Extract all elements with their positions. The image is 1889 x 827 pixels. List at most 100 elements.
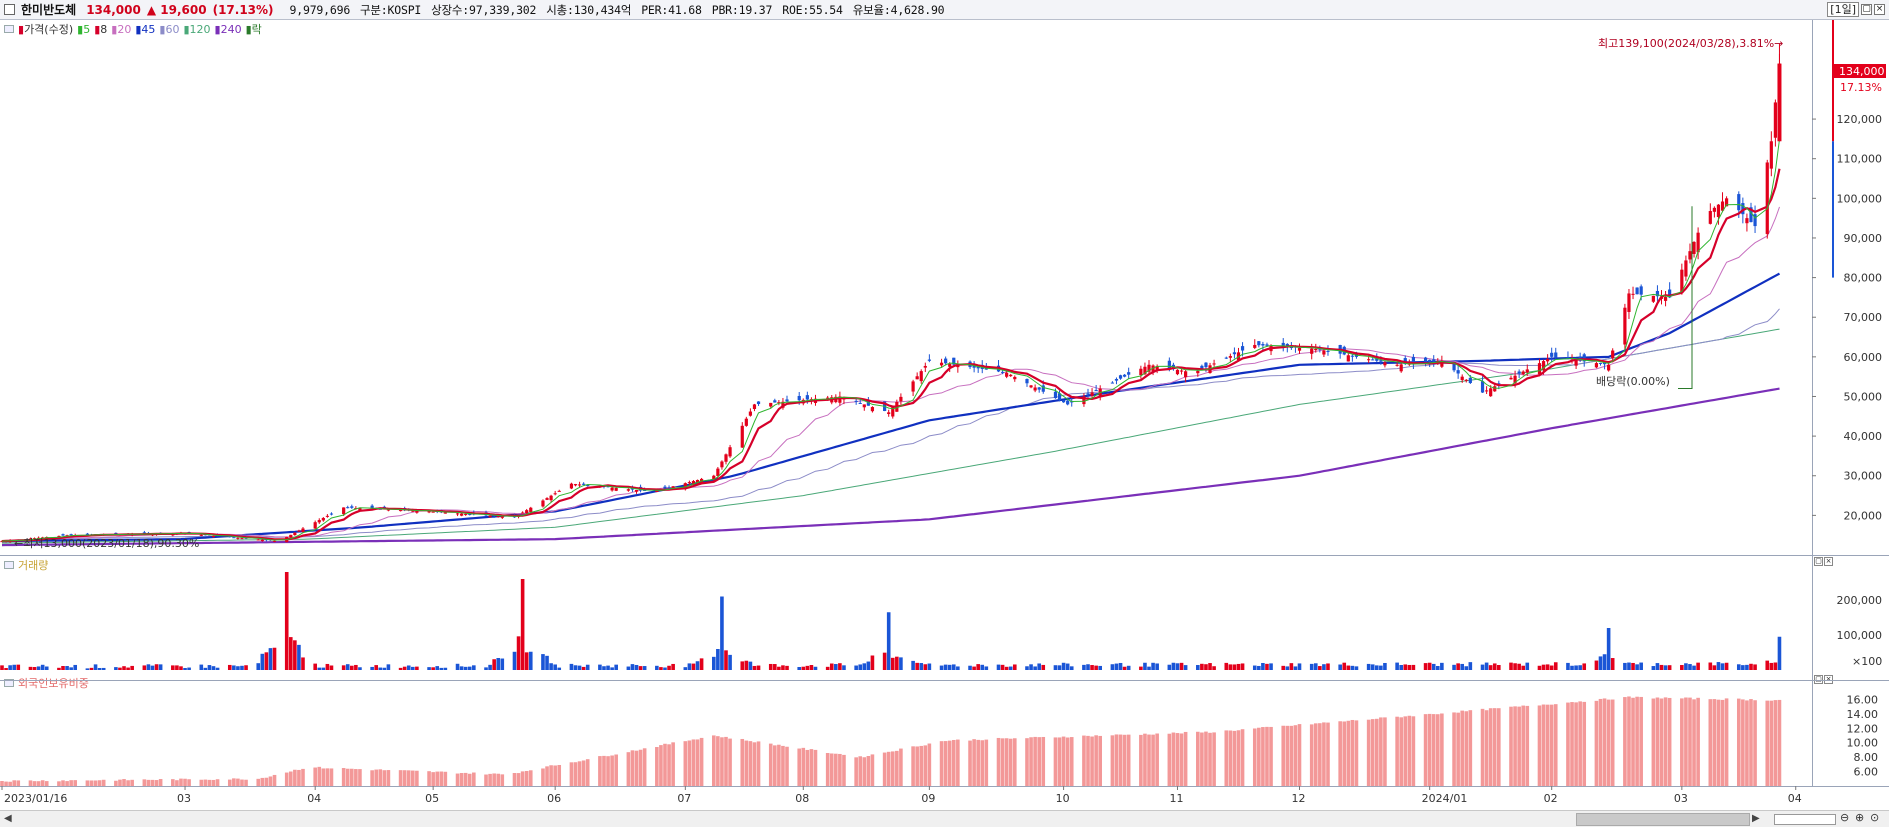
candle-body [553, 493, 557, 495]
volume-bar [1692, 665, 1696, 670]
volume-value: 9,979,696 [289, 2, 351, 17]
pane-menu-icon[interactable] [4, 679, 14, 687]
volume-bar [1318, 666, 1322, 670]
volume-bar [1513, 663, 1517, 670]
legend-item[interactable]: ▮5 [77, 22, 91, 36]
volume-bar [968, 665, 972, 670]
legend-item[interactable]: ▮8 [94, 22, 108, 36]
horizontal-scrollbar[interactable]: ◀ ▶ ⊖ ⊕ ⊙ [0, 810, 1889, 827]
candle-body [1631, 293, 1635, 295]
volume-bar [1110, 664, 1115, 670]
candle-body [1029, 385, 1033, 388]
maximize-icon[interactable]: ▢ [1814, 675, 1823, 684]
volume-bar [1431, 663, 1436, 670]
candle-body [272, 540, 277, 542]
candle-body [317, 520, 321, 523]
y-tick-label: 16.00 [1847, 693, 1879, 706]
maximize-icon[interactable]: ▢ [1861, 4, 1872, 15]
candle-body [728, 447, 732, 457]
volume-bar [854, 665, 858, 670]
foreign-bar [1411, 716, 1416, 786]
foreign-bar [728, 738, 732, 786]
foreign-bar [1680, 698, 1684, 786]
candle-body [712, 475, 716, 480]
volume-bar [720, 596, 724, 670]
foreign-bar [1736, 698, 1741, 786]
candle-body [496, 516, 500, 518]
x-tick-label: 2023/01/16 [4, 792, 67, 805]
zoom-in-icon[interactable]: ⊕ [1855, 811, 1865, 824]
foreign-bar [317, 766, 322, 786]
maximize-icon[interactable]: ▢ [1814, 557, 1823, 566]
foreign-bar [756, 741, 761, 786]
pane-menu-icon[interactable] [4, 25, 14, 33]
foreign-bar [943, 741, 948, 786]
candle-body [1720, 201, 1725, 211]
foreign-bar [768, 743, 773, 786]
candle-body [325, 515, 329, 517]
foreign-bar [1082, 735, 1086, 786]
foreign-bar [232, 778, 236, 786]
foreign-bar [187, 779, 191, 786]
stock-chart[interactable]: 20,000 30,000 40,000 50,000 60,000 70,000 80,0… [0, 20, 1889, 810]
pane-menu-icon[interactable] [4, 561, 14, 569]
foreign-bar [1196, 731, 1200, 786]
volume-bar [227, 664, 232, 670]
candle-body [1127, 372, 1131, 375]
legend-item[interactable]: ▮60 [159, 22, 180, 36]
volume-bar [260, 653, 265, 670]
close-icon[interactable]: × [1824, 557, 1833, 566]
volume-bar [264, 652, 269, 670]
foreign-bar [1098, 735, 1103, 786]
select-checkbox[interactable] [4, 4, 15, 15]
volume-bar [630, 664, 635, 670]
volume-bar [585, 664, 590, 670]
foreign-bar [996, 737, 1001, 786]
legend-item[interactable]: ▮240 [214, 22, 242, 36]
foreign-bar [659, 745, 663, 786]
candle-body [289, 534, 293, 538]
legend-item[interactable]: ▮20 [111, 22, 132, 36]
foreign-bar [1204, 731, 1208, 786]
scroll-right-icon[interactable]: ▶ [1752, 813, 1760, 824]
foreign-bar [805, 749, 810, 786]
foreign-bar [1309, 724, 1314, 786]
stock-name[interactable]: 한미반도체 [21, 3, 77, 17]
candle-body [586, 485, 590, 487]
zoom-reset-icon[interactable]: ⊙ [1870, 811, 1880, 824]
candle-body [1456, 370, 1460, 374]
volume-bar [1724, 662, 1729, 670]
volume-bar [472, 665, 476, 670]
volume-title-label: 거래량 [18, 559, 49, 572]
candle-body [614, 488, 618, 491]
foreign-bar [1488, 708, 1493, 786]
foreign-bar [1464, 711, 1469, 786]
zoom-out-icon[interactable]: ⊖ [1840, 811, 1850, 824]
candle-body [1546, 358, 1550, 362]
candle-body [716, 468, 720, 477]
foreign-bar [1061, 736, 1066, 786]
legend-item[interactable]: ▮락 [245, 23, 262, 36]
foreign-bar [1257, 727, 1261, 786]
close-icon[interactable]: × [1874, 4, 1885, 15]
candle-body [1537, 363, 1542, 375]
scroll-thumb[interactable] [1576, 813, 1750, 826]
close-icon[interactable]: × [1824, 675, 1833, 684]
x-tick-label: 03 [1674, 792, 1688, 805]
volume-bar [1212, 666, 1216, 670]
legend-item[interactable]: ▮120 [183, 22, 211, 36]
volume-bar [984, 666, 989, 670]
scroll-left-icon[interactable]: ◀ [4, 813, 12, 824]
legend-item[interactable]: ▮45 [135, 22, 156, 36]
candle-body [1265, 344, 1269, 346]
zoom-slider[interactable] [1774, 814, 1836, 825]
candle-body [1228, 356, 1232, 358]
volume-bar [890, 657, 895, 670]
foreign-bar [1492, 708, 1497, 786]
candle-body [797, 395, 801, 401]
volume-bar [915, 662, 919, 670]
y-tick-label: 10.00 [1847, 737, 1879, 750]
legend-item[interactable]: ▮가격(수정) [18, 23, 74, 36]
foreign-bar [415, 770, 419, 786]
period-selector[interactable]: [1일] [1827, 2, 1859, 17]
